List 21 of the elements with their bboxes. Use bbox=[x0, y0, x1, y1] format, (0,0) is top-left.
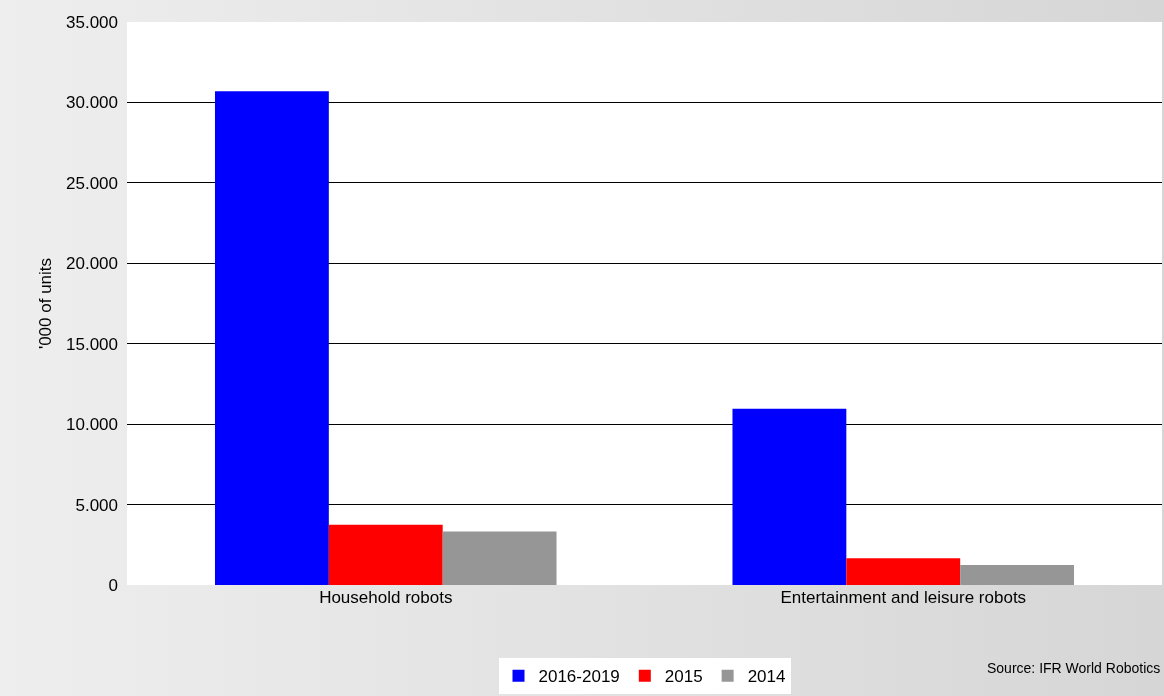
bar bbox=[960, 564, 1075, 585]
y-tick-label: 10.000 bbox=[66, 415, 118, 435]
bar bbox=[328, 524, 443, 585]
bar bbox=[732, 408, 847, 585]
y-tick-label: 35.000 bbox=[66, 12, 118, 32]
legend-label: 2016-2019 bbox=[538, 667, 620, 687]
y-tick-label: 0 bbox=[108, 575, 118, 595]
bar bbox=[214, 91, 329, 585]
y-axis-title: '000 of units bbox=[35, 257, 55, 350]
bar bbox=[846, 558, 961, 585]
bar bbox=[442, 531, 557, 585]
source-note: Source: IFR World Robotics bbox=[987, 660, 1161, 676]
y-tick-label: 20.000 bbox=[66, 254, 118, 274]
x-tick-label: Household robots bbox=[319, 588, 453, 607]
x-tick-label: Entertainment and leisure robots bbox=[780, 588, 1027, 607]
legend-label: 2015 bbox=[664, 667, 703, 687]
y-tick-label: 5.000 bbox=[75, 495, 118, 515]
y-tick-label: 25.000 bbox=[66, 173, 118, 193]
legend-label: 2014 bbox=[747, 667, 786, 687]
y-tick-label: 30.000 bbox=[66, 93, 118, 113]
y-tick-label: 15.000 bbox=[66, 334, 118, 354]
